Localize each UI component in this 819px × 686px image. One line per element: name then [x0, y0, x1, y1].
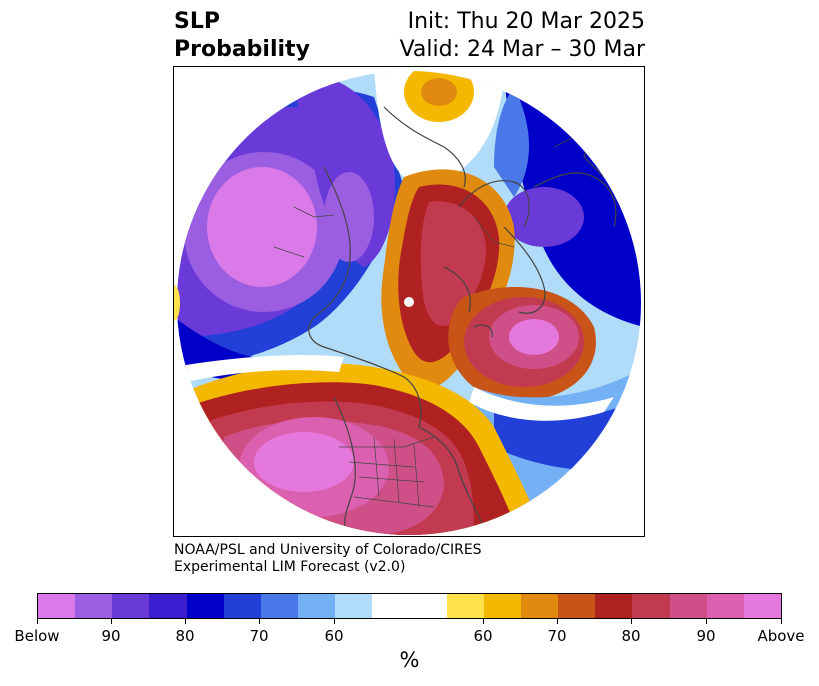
colorbar-segment — [149, 594, 187, 618]
forecast-dates: Init: Thu 20 Mar 2025 Valid: 24 Mar – 30… — [285, 8, 645, 64]
high-pacific-peak — [254, 432, 354, 492]
edge-highlight — [174, 285, 180, 321]
colorbar-tick-label: 70 — [249, 627, 269, 645]
colorbar-tick-mark — [557, 619, 558, 624]
low-east-edge — [494, 87, 529, 197]
colorbar-segment — [38, 594, 76, 618]
credit-line-2: Experimental LIM Forecast (v2.0) — [174, 559, 406, 575]
colorbar-unit: % — [399, 648, 420, 672]
colorbar-segment — [335, 594, 373, 618]
colorbar-tick-label: Below — [14, 627, 60, 645]
colorbar-tick-label: 90 — [696, 627, 716, 645]
colorbar-tick-mark — [37, 619, 38, 624]
colorbar-segment — [112, 594, 150, 618]
arctic-high-core — [421, 78, 457, 106]
colorbar-segment — [75, 594, 113, 618]
colorbar-segment — [186, 594, 224, 618]
colorbar-segment — [558, 594, 596, 618]
colorbar-segment — [743, 594, 782, 618]
probability-map — [173, 66, 645, 537]
neutral-band-east — [469, 387, 614, 421]
colorbar-tick-label: 60 — [473, 627, 493, 645]
colorbar-segment — [632, 594, 670, 618]
low-siberia-core — [324, 172, 374, 262]
colorbar-tick-mark — [185, 619, 186, 624]
colorbar-segment — [260, 594, 299, 618]
colorbar — [37, 593, 782, 619]
high-atlantic-core — [509, 319, 559, 355]
colorbar-tick-mark — [111, 619, 112, 624]
colorbar-segment — [298, 594, 336, 618]
colorbar-tick-label: Above — [757, 627, 805, 645]
credit-line-1: NOAA/PSL and University of Colorado/CIRE… — [174, 542, 482, 558]
colorbar-tick-label: 90 — [101, 627, 121, 645]
colorbar-segment — [223, 594, 261, 618]
neutral-band-west — [177, 355, 344, 385]
valid-range: Valid: 24 Mar – 30 Mar — [399, 37, 645, 62]
colorbar-tick-label: 80 — [621, 627, 641, 645]
colorbar-tick-mark — [706, 619, 707, 624]
colorbar-tick-mark — [631, 619, 632, 624]
init-date: Init: Thu 20 Mar 2025 — [407, 9, 645, 34]
credit-text: NOAA/PSL and University of Colorado/CIRE… — [174, 542, 482, 576]
colorbar-tick-label: 70 — [547, 627, 567, 645]
colorbar-segment — [521, 594, 559, 618]
low-east-core — [504, 187, 584, 247]
colorbar-tick-label: 80 — [175, 627, 195, 645]
colorbar-tick-mark — [483, 619, 484, 624]
colorbar-tick-label: 60 — [324, 627, 344, 645]
colorbar-tick-mark — [334, 619, 335, 624]
colorbar-segment — [372, 594, 447, 618]
colorbar-segment — [446, 594, 484, 618]
colorbar-segment — [483, 594, 522, 618]
colorbar-tick-mark — [781, 619, 782, 624]
polar-map-svg — [174, 71, 641, 535]
colorbar-tick-mark — [259, 619, 260, 624]
title-line-2: Probability — [174, 37, 310, 62]
colorbar-segment — [595, 594, 633, 618]
colorbar-segment — [706, 594, 744, 618]
title-line-1: SLP — [174, 9, 220, 34]
low-west-core — [207, 167, 317, 287]
pole-marker — [404, 297, 414, 307]
colorbar-segment — [669, 594, 707, 618]
map-title: SLP Probability — [174, 8, 310, 64]
